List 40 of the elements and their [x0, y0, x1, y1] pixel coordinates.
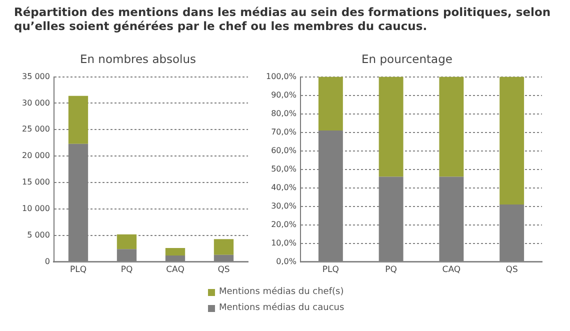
legend-label: Mentions médias du chef(s): [219, 287, 344, 297]
bar: [378, 76, 404, 177]
y-tick-label: 20,0%: [271, 220, 297, 229]
x-tick-label: PLQ: [70, 265, 87, 276]
y-tick-label: 80,0%: [271, 108, 297, 118]
y-tick-label: 10 000: [22, 204, 50, 214]
y-tick-label: 0,0%: [276, 256, 297, 266]
chart-subtitle: En pourcentage: [360, 52, 454, 68]
text: Répartition des mentions dans les médias au sein des formations politiques, selon qu’elles soient générées par le chef ou les membres du caucus.: [14, 5, 552, 33]
y-tick-label: 35 000: [22, 72, 50, 81]
bar: [116, 234, 137, 250]
x-tick-label: QS: [506, 265, 518, 276]
y-tick-label: 25 000: [22, 124, 50, 134]
bar: [500, 76, 524, 204]
x-tick-label: PQ: [120, 265, 133, 276]
x-tick-label: QS: [218, 265, 230, 276]
y-tick-label: 10,0%: [271, 238, 297, 248]
y-tick-label: 100,0%: [266, 72, 297, 81]
y-tick-label: 70,0%: [271, 127, 297, 136]
x-tick-label: CAQ: [166, 265, 185, 276]
y-tick-label: 90,0%: [271, 90, 297, 100]
y-tick-label: 5 000: [27, 230, 50, 240]
bar: [214, 239, 234, 255]
y-tick-label: 50,0%: [271, 164, 297, 174]
y-tick-label: 0: [44, 256, 50, 266]
y-tick-label: 15 000: [22, 178, 50, 187]
y-tick-label: 30,0%: [271, 201, 297, 210]
bar: [439, 76, 464, 177]
bar: [165, 248, 186, 256]
bar: [318, 76, 343, 130]
bar: [68, 96, 88, 144]
y-tick-label: 40,0%: [271, 182, 297, 192]
x-tick-label: CAQ: [442, 265, 461, 276]
y-tick-label: 60,0%: [271, 146, 297, 155]
x-tick-label: PQ: [385, 265, 398, 276]
legend-label: Mentions médias du caucus: [219, 303, 344, 313]
x-tick-label: PLQ: [322, 265, 340, 276]
y-tick-label: 20 000: [22, 151, 50, 160]
y-tick-label: 30 000: [22, 98, 50, 108]
chart-subtitle: En nombres absolus: [78, 52, 198, 68]
